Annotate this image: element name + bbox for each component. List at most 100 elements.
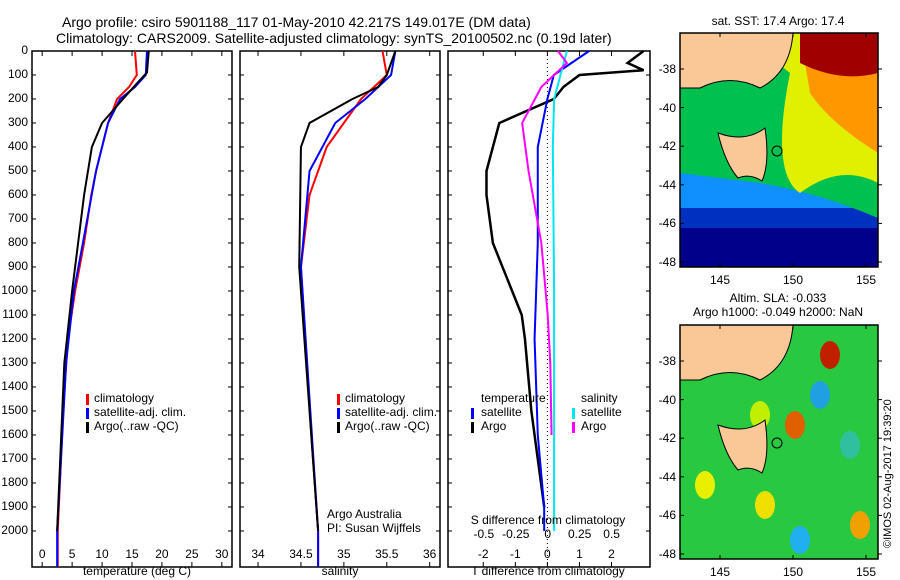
map-lat-label: -40 — [658, 392, 676, 407]
profile-line-1-2 — [298, 50, 397, 532]
diff-legend-s-argo: Argo — [581, 419, 607, 433]
map-lat-label: -46 — [658, 508, 676, 523]
y-tick-label: 600 — [7, 187, 28, 201]
legend-climatology: climatology — [94, 391, 155, 405]
x-tick-label: 1 — [576, 547, 583, 561]
map-lon-label: 150 — [782, 273, 804, 287]
x-tick-label: 36 — [423, 547, 437, 561]
watermark: ©IMOS 02-Aug-2017 19:39:20 — [882, 399, 894, 548]
argo-float-location-icon — [771, 437, 783, 449]
x-tick-label: 0 — [544, 547, 551, 561]
y-tick-label: 200 — [7, 91, 28, 105]
map-lon-label: 145 — [709, 273, 731, 287]
credit-line2: PI: Susan Wijffels — [327, 521, 421, 535]
y-tick-label: 1700 — [1, 451, 28, 465]
y-tick-label: 1300 — [1, 355, 28, 369]
map-lat-label: -44 — [658, 177, 676, 192]
figure-title-line1: Argo profile: csiro 5901188_117 01-May-2… — [62, 14, 531, 30]
y-tick-label: 100 — [7, 67, 28, 81]
legend-swatch — [572, 408, 575, 419]
y-tick-label: 0 — [21, 43, 28, 57]
diff-line-1 — [533, 50, 590, 531]
y-tick-label: 400 — [7, 139, 28, 153]
diff-line-0 — [485, 49, 645, 508]
y-tick-label: 1800 — [1, 475, 28, 489]
xlabel-salinity: salinity — [321, 564, 359, 578]
s-tick-label: -0.25 — [502, 527, 530, 541]
map-lat-label: -38 — [658, 354, 676, 368]
sst-map-title: sat. SST: 17.4 Argo: 17.4 — [711, 14, 845, 28]
s-tick-label: 0.5 — [603, 527, 620, 541]
legend-swatch — [86, 394, 89, 405]
axes-box-0 — [31, 50, 233, 568]
x-tick-label: -1 — [509, 547, 521, 561]
y-tick-label: 1400 — [1, 379, 28, 393]
x-tick-label: 5 — [68, 547, 76, 561]
y-tick-label: 300 — [7, 115, 28, 129]
legend-swatch — [572, 422, 575, 433]
diff-legend-s-satellite: satellite — [581, 405, 622, 419]
x-tick-label: 35.5 — [375, 547, 399, 561]
x-tick-label: 2 — [608, 547, 615, 561]
x-tick-label: 25 — [185, 547, 199, 561]
map-lon-label: 145 — [709, 565, 731, 579]
y-tick-label: 500 — [7, 163, 28, 177]
legend-argo: Argo(..raw -QC) — [94, 419, 179, 433]
s-tick-label: -0.5 — [473, 527, 495, 541]
y-tick-label: 2000 — [1, 523, 28, 537]
legend2-climatology: climatology — [345, 391, 406, 405]
x-tick-label: -2 — [477, 547, 489, 561]
profile-line-0-2 — [56, 50, 150, 532]
x-tick-label: 20 — [155, 547, 169, 561]
x-tick-label: 35 — [337, 547, 351, 561]
y-tick-label: 800 — [7, 235, 28, 249]
diff-legend-temperature: temperature — [481, 391, 546, 405]
tasmania — [717, 127, 768, 182]
map-lat-label: -48 — [658, 255, 676, 269]
y-tick-label: 900 — [7, 259, 28, 273]
sla-map-title2: Argo h1000: -0.049 h2000: NaN — [692, 305, 864, 319]
map-lat-label: -38 — [658, 62, 676, 76]
figure-title-line2: Climatology: CARS2009. Satellite-adjuste… — [56, 30, 612, 46]
legend2-satellite: satellite-adj. clim. — [345, 405, 438, 419]
legend-swatch — [337, 394, 340, 405]
sla-map — [679, 324, 882, 560]
map-lat-label: -44 — [658, 469, 676, 484]
sla-map-title1: Altim. SLA: -0.033 — [729, 291, 827, 305]
map-lon-label: 150 — [782, 565, 804, 579]
diff-legend-salinity: salinity — [581, 391, 618, 405]
xlabel-sdiff: S difference from climatology — [470, 513, 626, 527]
y-tick-label: 700 — [7, 211, 28, 225]
mainland-australia — [680, 325, 794, 381]
argo-float-location-icon — [771, 145, 783, 157]
mainland-australia — [680, 33, 794, 89]
legend-swatch — [471, 422, 474, 433]
legend-swatch — [337, 422, 340, 433]
diff-legend-t-argo: Argo — [481, 419, 507, 433]
map-lon-label: 155 — [855, 565, 877, 579]
legend2-argo: Argo(..raw -QC) — [345, 419, 430, 433]
s-tick-label: 0.25 — [567, 527, 592, 541]
y-tick-label: 1200 — [1, 331, 28, 345]
map-lat-label: -42 — [658, 431, 676, 446]
xlabel-temperature: temperature (deg C) — [82, 564, 192, 578]
map-lat-label: -40 — [658, 100, 676, 115]
y-tick-label: 1100 — [2, 307, 28, 321]
diff-line-3 — [521, 50, 569, 436]
map-lat-label: -42 — [658, 139, 676, 154]
sst-map — [679, 32, 882, 268]
s-tick-label: 0 — [544, 527, 552, 541]
x-tick-label: 10 — [95, 547, 109, 561]
map-lon-label: 155 — [855, 273, 877, 287]
legend-swatch — [86, 408, 89, 419]
y-tick-label: 1500 — [1, 403, 28, 417]
xlabel-tdiff: T difference from climatology — [471, 564, 625, 578]
map-lat-label: -48 — [658, 547, 676, 561]
tasmania — [717, 419, 768, 474]
diff-line-2 — [551, 50, 568, 531]
credit-line1: Argo Australia — [327, 507, 402, 521]
y-tick-label: 1000 — [1, 283, 28, 297]
legend-swatch — [337, 408, 340, 419]
